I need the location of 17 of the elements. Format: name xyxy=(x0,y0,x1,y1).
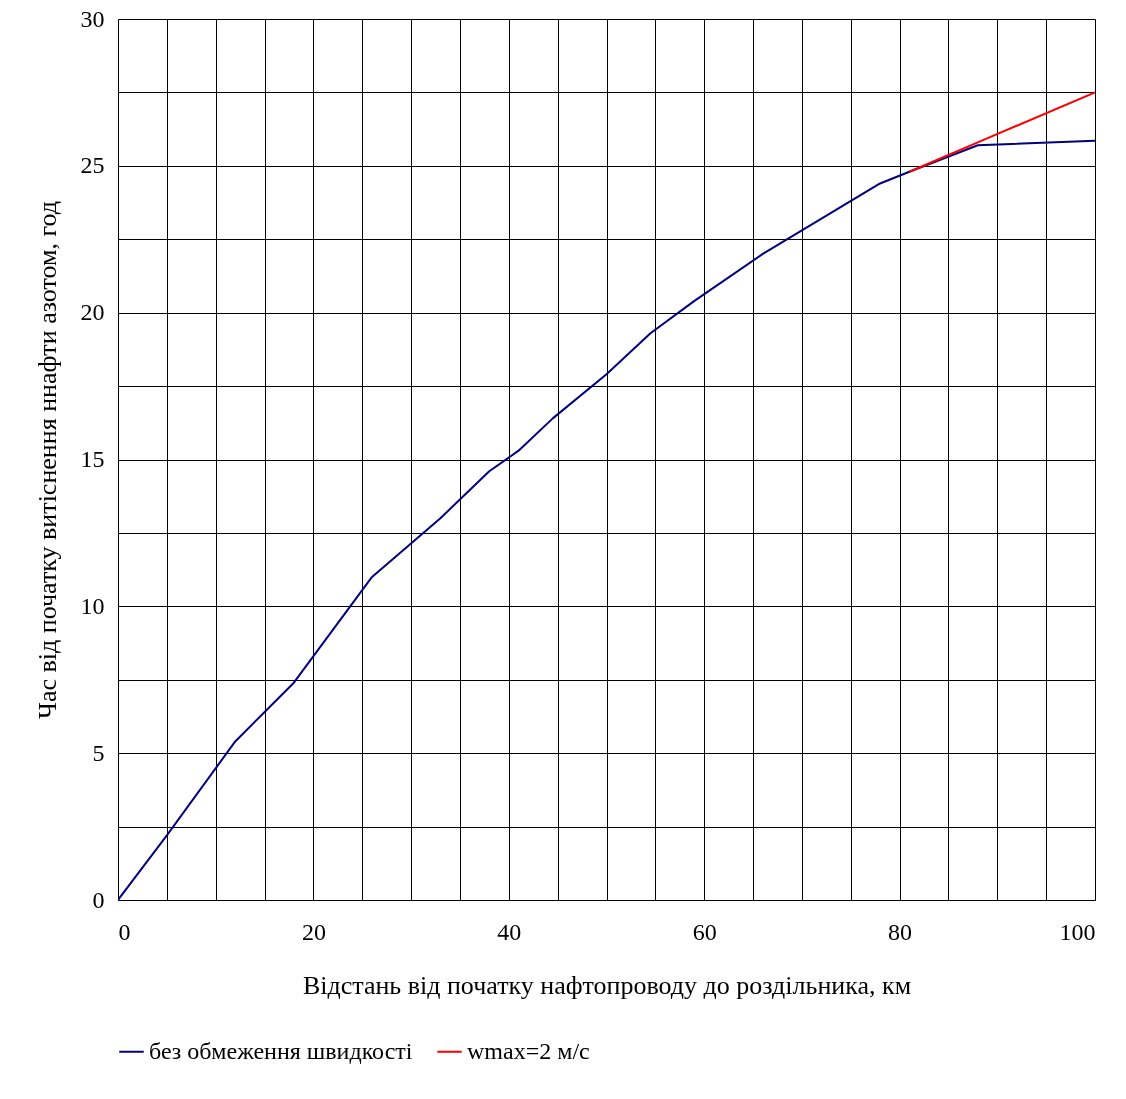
x-tick-label: 0 xyxy=(118,918,131,945)
y-tick-label: 0 xyxy=(92,886,105,913)
legend-label: wmax=2 м/с xyxy=(467,1037,590,1064)
legend-label: без обмеження швидкості xyxy=(149,1037,413,1064)
x-tick-label: 80 xyxy=(888,918,913,945)
y-tick-label: 5 xyxy=(92,739,105,766)
y-tick-label: 25 xyxy=(80,152,105,179)
x-tick-label: 60 xyxy=(692,918,717,945)
x-axis-title: Відстань від початку нафтопроводу до роздільника, км xyxy=(302,970,912,1000)
x-tick-label: 100 xyxy=(1059,918,1096,945)
x-tick-label: 40 xyxy=(497,918,522,945)
y-tick-label: 10 xyxy=(80,592,105,619)
y-tick-label: 20 xyxy=(80,299,105,326)
x-tick-label: 20 xyxy=(301,918,326,945)
y-axis-title: Час від початку витіснення ннафти азотом, год xyxy=(32,201,62,719)
y-tick-label: 30 xyxy=(80,5,105,32)
y-tick-label: 15 xyxy=(80,446,105,472)
